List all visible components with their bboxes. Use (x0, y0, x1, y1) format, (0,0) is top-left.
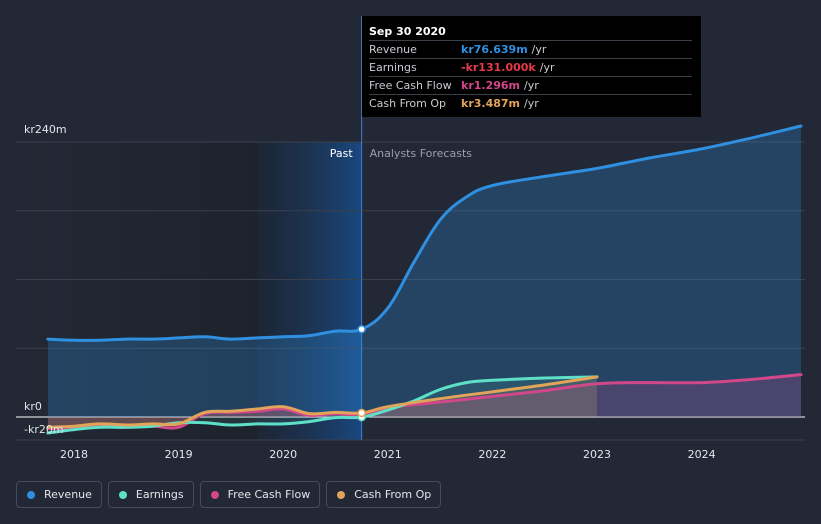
cash-from-op-area (47, 376, 597, 428)
tooltip-unit: /yr (524, 97, 539, 110)
legend-label: Earnings (135, 488, 184, 501)
revenue-area (47, 126, 801, 417)
x-tick-label: 2019 (165, 448, 193, 461)
forecast-label: Analysts Forecasts (370, 147, 473, 160)
x-tick-label: 2024 (688, 448, 716, 461)
tooltip-date: Sep 30 2020 (369, 25, 446, 38)
tooltip-unit: /yr (524, 79, 539, 92)
free-cash-flow-area (47, 374, 801, 429)
x-tick-label: 2023 (583, 448, 611, 461)
tooltip-value: kr76.639m (461, 43, 528, 56)
earnings-area (47, 376, 597, 433)
legend-item-earnings[interactable]: Earnings (107, 481, 194, 508)
revenue-line (46, 124, 803, 342)
legend-item-cash-from-op[interactable]: Cash From Op (326, 481, 442, 508)
legend-dot-icon (118, 490, 127, 499)
x-tick-label: 2021 (374, 448, 402, 461)
tooltip-label: Revenue (369, 43, 417, 56)
legend-label: Cash From Op (354, 488, 432, 501)
tooltip-row-earnings: Earnings -kr131.000k /yr (369, 58, 692, 76)
chart-legend: Revenue Earnings Free Cash Flow Cash Fro… (16, 481, 442, 508)
tooltip-label: Cash From Op (369, 97, 447, 110)
tooltip-value: kr1.296m (461, 79, 520, 92)
x-tick-label: 2022 (478, 448, 506, 461)
cash-from-op-marker (357, 408, 366, 418)
y-axis-label-zero: kr0 (24, 400, 42, 413)
tooltip-unit: /yr (539, 61, 555, 74)
tooltip-unit: /yr (531, 43, 547, 56)
x-tick-label: 2018 (60, 448, 88, 461)
revenue-marker (357, 324, 366, 334)
tooltip-label: Earnings (369, 61, 417, 74)
legend-dot-icon (337, 490, 346, 499)
y-axis-label-top: kr240m (24, 123, 67, 136)
tooltip-value: -kr131.000k (461, 61, 536, 74)
legend-label: Free Cash Flow (227, 488, 311, 501)
legend-dot-icon (27, 490, 35, 499)
legend-item-free-cash-flow[interactable]: Free Cash Flow (199, 481, 321, 508)
tooltip-row-revenue: Revenue kr76.639m /yr (369, 40, 692, 58)
data-tooltip: Sep 30 2020 Revenue kr76.639m /yr Earnin… (362, 16, 701, 117)
legend-label: Revenue (44, 488, 92, 501)
tooltip-row-free-cash-flow: Free Cash Flow kr1.296m /yr (369, 76, 692, 94)
earnings-line (46, 375, 599, 435)
past-label: Past (330, 147, 354, 160)
past-highlight-region (257, 142, 362, 440)
tooltip-row-cash-from-op: Cash From Op kr3.487m /yr (369, 94, 692, 112)
legend-dot-icon (210, 490, 219, 499)
x-tick-label: 2020 (269, 448, 297, 461)
legend-item-revenue[interactable]: Revenue (16, 481, 102, 508)
cash-from-op-line (46, 375, 599, 429)
y-axis-label-bottom: -kr20m (24, 423, 64, 436)
tooltip-value: kr3.487m (461, 97, 520, 110)
tooltip-label: Free Cash Flow (369, 79, 452, 92)
